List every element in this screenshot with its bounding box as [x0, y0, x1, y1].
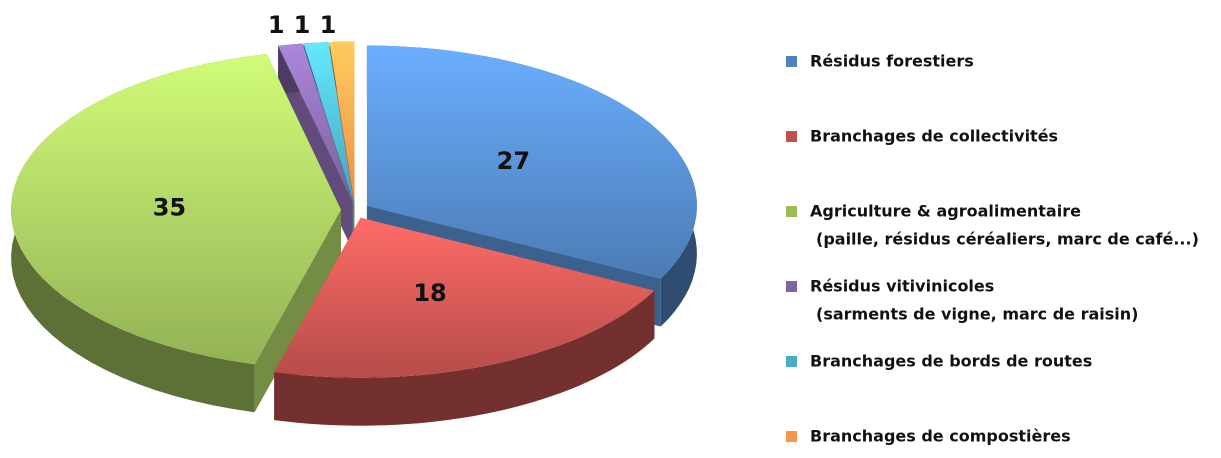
slice [274, 217, 655, 378]
legend-swatch [786, 56, 797, 67]
legend-swatch [786, 206, 797, 217]
value-label: 1 [320, 11, 337, 39]
slice [303, 42, 354, 202]
slice [329, 41, 355, 202]
legend-swatch [786, 356, 797, 367]
legend-label: Agriculture & agroalimentaire [810, 202, 1081, 221]
value-label: 1 [268, 11, 285, 39]
legend-label: Résidus vitivinicoles [810, 277, 994, 296]
slice-side [254, 209, 341, 413]
legend-label: Résidus forestiers [810, 52, 974, 71]
value-label: 18 [413, 279, 446, 307]
legend-detail: (sarments de vigne, marc de raisin) [816, 305, 1138, 324]
slice-side [274, 290, 655, 426]
legend-label: Branchages de bords de routes [810, 352, 1092, 371]
value-label: 27 [497, 147, 530, 175]
slice [278, 43, 353, 202]
legend-detail: (paille, résidus céréaliers, marc de caf… [816, 230, 1199, 249]
legend-swatch [786, 281, 797, 292]
value-label: 35 [153, 193, 186, 221]
legend-swatch [786, 131, 797, 142]
legend-label: Branchages de collectivités [810, 127, 1058, 146]
slice [366, 45, 697, 279]
legend-swatch [786, 431, 797, 442]
value-label: 1 [294, 11, 311, 39]
legend-label: Branchages de compostières [810, 427, 1071, 446]
slice [11, 53, 341, 365]
